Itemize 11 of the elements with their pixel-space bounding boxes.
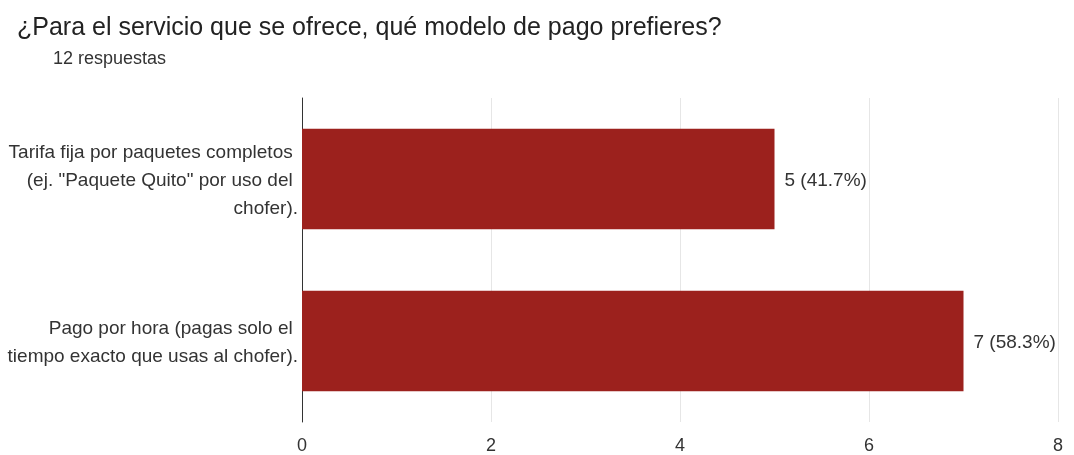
y-tick-label: Pago por hora (pagas solo el tiempo exacto que usas al chofer). (7, 316, 298, 366)
x-tick-label: 4 (674, 435, 686, 455)
x-tick-label: 2 (485, 435, 497, 455)
x-tick-label: 8 (1052, 435, 1064, 455)
text: 12 respuestas (53, 48, 167, 68)
chart-title: ¿Para el servicio que se ofrece, qué modelo de pago prefieres? (17, 11, 722, 40)
data-label: 7 (58.3%) (973, 330, 1056, 352)
x-tick-label: 6 (863, 435, 875, 455)
y-tick-label: Tarifa fija por paquetes completos (ej. "Paquete Quito" por uso del chofer). (8, 140, 298, 218)
x-tick-label: 0 (296, 435, 308, 455)
data-label: 5 (41.7%) (784, 168, 867, 190)
